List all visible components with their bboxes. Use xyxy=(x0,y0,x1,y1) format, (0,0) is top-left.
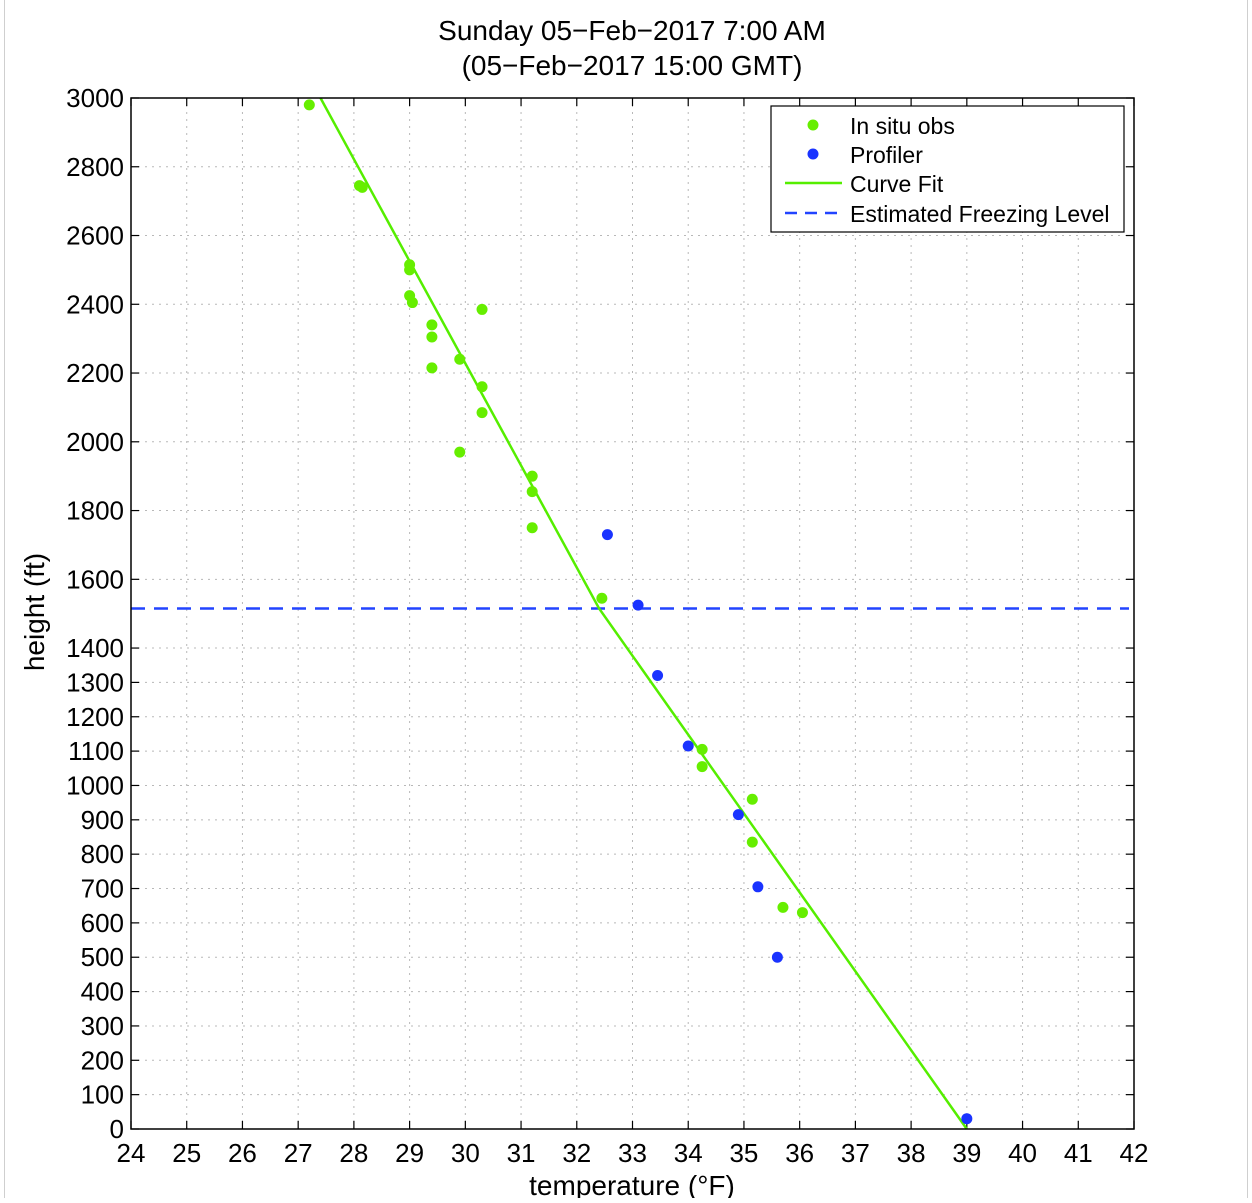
in-situ-point xyxy=(426,331,438,343)
legend-box xyxy=(770,105,1125,233)
y-tick-label: 1000 xyxy=(66,770,124,800)
y-tick-label: 1800 xyxy=(66,496,124,526)
in-situ-point xyxy=(476,407,488,419)
legend-profiler-label: Profiler xyxy=(850,142,923,168)
in-situ-point xyxy=(746,836,758,848)
in-situ-point xyxy=(406,297,418,309)
in-situ-points xyxy=(303,99,808,919)
y-tick-label: 3000 xyxy=(66,83,124,113)
x-tick-label: 29 xyxy=(395,1138,424,1168)
y-axis-label: height (ft) xyxy=(19,553,50,671)
in-situ-point xyxy=(454,353,466,365)
in-situ-point xyxy=(303,99,315,111)
profiler-point xyxy=(752,881,764,893)
profiler-point xyxy=(652,670,664,682)
y-tick-label: 600 xyxy=(81,908,124,938)
x-tick-label: 34 xyxy=(674,1138,703,1168)
x-tick-label: 27 xyxy=(284,1138,313,1168)
y-tick-label: 800 xyxy=(81,839,124,869)
profiler-point xyxy=(682,740,694,752)
profiler-point xyxy=(961,1113,973,1125)
profiler-point xyxy=(632,599,644,611)
in-situ-point xyxy=(426,319,438,331)
y-tick-label: 500 xyxy=(81,942,124,972)
y-tick-label: 700 xyxy=(81,874,124,904)
x-tick-label: 39 xyxy=(952,1138,981,1168)
profiler-point xyxy=(732,809,744,821)
chart-title-line2: (05−Feb−2017 15:00 GMT) xyxy=(462,50,803,81)
in-situ-point xyxy=(526,486,538,498)
x-tick-label: 26 xyxy=(228,1138,257,1168)
y-tick-label: 1100 xyxy=(68,736,124,766)
x-tick-label: 41 xyxy=(1064,1138,1093,1168)
x-tick-label: 25 xyxy=(172,1138,201,1168)
in-situ-point xyxy=(476,381,488,393)
in-situ-point xyxy=(426,362,438,374)
x-tick-label: 40 xyxy=(1008,1138,1037,1168)
plot-border xyxy=(130,97,1135,1130)
y-tick-label: 1600 xyxy=(66,564,124,594)
x-tick-label: 42 xyxy=(1120,1138,1149,1168)
frame-edge-left xyxy=(4,0,5,1198)
in-situ-point xyxy=(404,264,416,276)
in-situ-point xyxy=(596,592,608,604)
x-tick-label: 30 xyxy=(451,1138,480,1168)
y-tick-label: 1400 xyxy=(66,633,124,663)
x-tick-label: 38 xyxy=(897,1138,926,1168)
x-tick-label: 35 xyxy=(729,1138,758,1168)
in-situ-point xyxy=(454,446,466,458)
x-tick-label: 33 xyxy=(618,1138,647,1168)
legend-freezing-label: Estimated Freezing Level xyxy=(850,201,1110,227)
y-tick-label: 1200 xyxy=(66,702,124,732)
frame-edge-right xyxy=(1247,0,1248,1198)
x-tick-label: 31 xyxy=(507,1138,536,1168)
y-tick-label: 100 xyxy=(81,1080,124,1110)
profiler-point xyxy=(601,529,613,541)
y-tick-label: 2800 xyxy=(66,152,124,182)
y-tick-label: 0 xyxy=(110,1114,124,1144)
profiler-point xyxy=(771,951,783,963)
in-situ-point xyxy=(777,901,789,913)
y-tick-label: 2400 xyxy=(66,289,124,319)
in-situ-point xyxy=(526,522,538,534)
y-tick-label: 900 xyxy=(81,805,124,835)
profiler-points xyxy=(601,529,973,1125)
legend-profiler-marker xyxy=(807,148,819,160)
x-tick-label: 37 xyxy=(841,1138,870,1168)
in-situ-point xyxy=(526,470,538,482)
y-tick-label: 2000 xyxy=(66,427,124,457)
y-tick-label: 300 xyxy=(81,1011,124,1041)
in-situ-point xyxy=(796,907,808,919)
legend-in-situ-marker xyxy=(807,119,819,131)
y-tick-label: 1300 xyxy=(66,667,124,697)
in-situ-point xyxy=(476,303,488,315)
chart-title-line1: Sunday 05−Feb−2017 7:00 AM xyxy=(438,15,826,46)
x-tick-label: 36 xyxy=(785,1138,814,1168)
x-axis-label: temperature (°F) xyxy=(529,1170,735,1198)
legend: In situ obs Profiler Curve Fit Estimated… xyxy=(770,105,1125,233)
axis-layer: 24 25 26 27 28 29 30 31 32 33 34 35 36 37 38 39 40 41 42 0 1… xyxy=(66,83,1148,1168)
y-tick-label: 2200 xyxy=(66,358,124,388)
x-tick-label: 28 xyxy=(339,1138,368,1168)
in-situ-point xyxy=(696,761,708,773)
legend-curve-label: Curve Fit xyxy=(850,171,944,197)
in-situ-point xyxy=(746,793,758,805)
y-tick-label: 400 xyxy=(81,977,124,1007)
in-situ-point xyxy=(696,743,708,755)
x-tick-label: 32 xyxy=(562,1138,591,1168)
y-tick-label: 200 xyxy=(81,1045,124,1075)
x-tick-label: 24 xyxy=(117,1138,146,1168)
y-tick-label: 2600 xyxy=(66,221,124,251)
legend-in-situ-label: In situ obs xyxy=(850,113,955,139)
in-situ-point xyxy=(356,181,368,193)
